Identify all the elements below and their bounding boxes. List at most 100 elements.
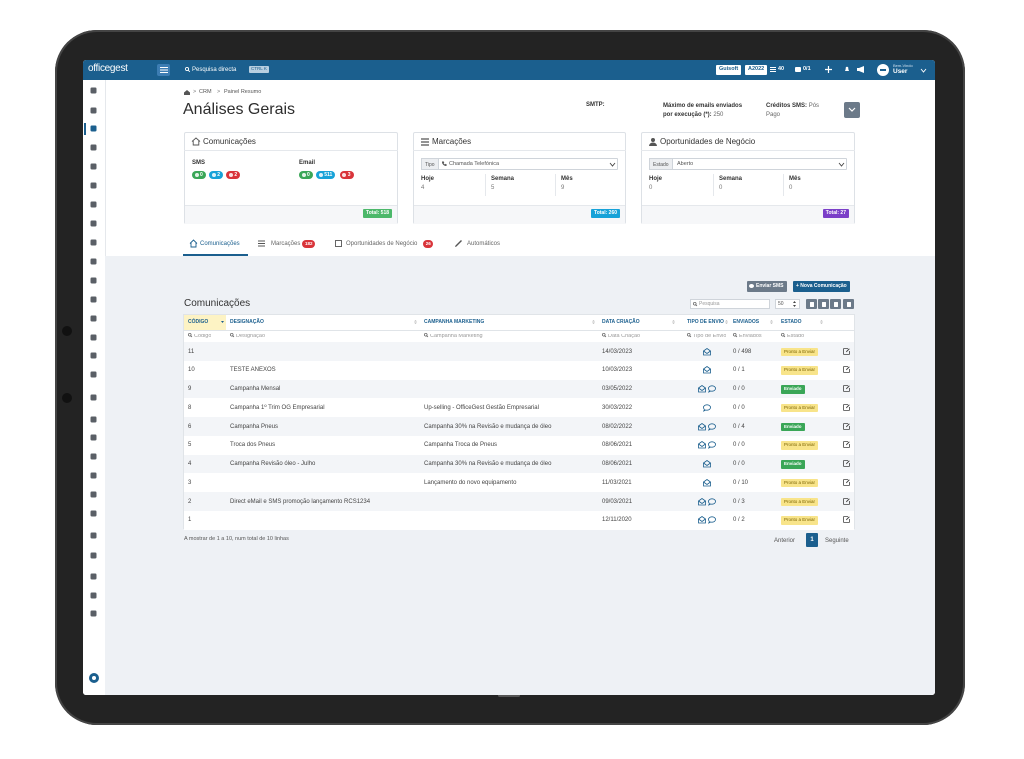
search-input[interactable]: Pesquisa directa xyxy=(192,67,237,73)
edit-icon[interactable] xyxy=(843,497,850,505)
sidebar-nav-icon[interactable] xyxy=(90,277,97,284)
sort-icon[interactable] xyxy=(672,320,675,324)
tab[interactable]: Marcações xyxy=(271,241,301,247)
column-header[interactable]: TIPO DE ENVIO xyxy=(687,318,724,325)
sidebar-nav-icon[interactable] xyxy=(90,371,97,378)
messages-icon[interactable] xyxy=(795,67,801,72)
table-row[interactable] xyxy=(184,360,854,380)
sidebar-nav-icon[interactable] xyxy=(90,532,97,539)
sidebar-nav-icon[interactable] xyxy=(90,125,97,132)
edit-icon[interactable] xyxy=(843,403,850,411)
sort-icon[interactable] xyxy=(414,320,417,324)
notifications-icon[interactable] xyxy=(844,66,850,73)
column-header[interactable]: CÓDIGO xyxy=(188,318,209,325)
tab[interactable]: Automáticos xyxy=(467,241,501,247)
table-row[interactable] xyxy=(184,398,854,417)
breadcrumb-item[interactable]: CRM xyxy=(199,89,212,95)
table-row[interactable] xyxy=(184,492,854,511)
collapse-icon[interactable] xyxy=(848,107,856,112)
sidebar-nav-icon[interactable] xyxy=(90,491,97,498)
sidebar-nav-icon[interactable] xyxy=(90,453,97,460)
new-communication-button[interactable]: + Nova Comunicação xyxy=(793,281,850,292)
column-filter[interactable]: Tipo de Envio xyxy=(693,333,727,339)
user-dropdown[interactable] xyxy=(920,68,927,73)
edit-icon[interactable] xyxy=(843,385,850,392)
megaphone-icon[interactable] xyxy=(857,66,865,73)
edit-icon[interactable] xyxy=(843,441,850,449)
tab-icon[interactable] xyxy=(335,240,342,247)
column-filter[interactable]: Campanha Marketing xyxy=(430,333,483,339)
sort-icon[interactable] xyxy=(221,320,224,324)
edit-icon[interactable] xyxy=(843,478,850,486)
year-button[interactable]: A2022 xyxy=(745,65,768,75)
edit-icon[interactable] xyxy=(843,422,850,430)
add-icon[interactable] xyxy=(825,66,832,73)
help-icon[interactable] xyxy=(89,673,99,683)
tab[interactable]: Oportunidades de Negócio xyxy=(346,241,418,247)
column-header[interactable]: DATA CRIAÇÃO xyxy=(602,318,640,325)
column-filter[interactable]: Designação xyxy=(236,333,266,339)
table-row[interactable] xyxy=(184,435,854,455)
sidebar-nav-icon[interactable] xyxy=(90,472,97,479)
badge-icon xyxy=(318,173,323,177)
sidebar-nav-icon[interactable] xyxy=(90,107,97,114)
column-header[interactable]: CAMPANHA MARKETING xyxy=(424,318,485,325)
sidebar-nav-icon[interactable] xyxy=(90,510,97,517)
sidebar-nav-icon[interactable] xyxy=(90,416,97,423)
edit-icon[interactable] xyxy=(843,460,850,467)
table-row[interactable] xyxy=(184,379,854,399)
sort-icon[interactable] xyxy=(592,320,595,324)
sidebar-nav-icon[interactable] xyxy=(90,334,97,341)
column-header[interactable]: ENVIADOS xyxy=(733,318,760,325)
column-filter[interactable]: Data Criação xyxy=(608,333,641,339)
search-box[interactable] xyxy=(690,299,770,309)
company-button[interactable]: Guisoft xyxy=(716,65,742,75)
pagination-page[interactable]: 1 xyxy=(806,533,818,547)
edit-icon[interactable] xyxy=(843,366,850,374)
sidebar-nav-icon[interactable] xyxy=(90,592,97,599)
column-filter[interactable]: Estado xyxy=(787,333,805,339)
sort-icon[interactable] xyxy=(820,320,823,324)
sidebar-nav-icon[interactable] xyxy=(90,182,97,189)
avatar[interactable] xyxy=(877,64,889,76)
sidebar-nav-icon[interactable] xyxy=(90,296,97,303)
send-sms-button[interactable]: Enviar SMS xyxy=(747,281,787,292)
column-filter[interactable]: Código xyxy=(194,333,212,339)
sidebar-nav-icon[interactable] xyxy=(90,610,97,617)
table-row[interactable] xyxy=(184,473,854,492)
sort-icon[interactable] xyxy=(725,320,728,324)
pagination-next[interactable]: Seguinte xyxy=(825,538,849,544)
home-icon[interactable] xyxy=(184,90,190,95)
sidebar-nav-icon[interactable] xyxy=(90,144,97,151)
sidebar-nav-icon[interactable] xyxy=(90,573,97,580)
pagination-previous[interactable]: Anterior xyxy=(774,538,796,544)
column-filter[interactable]: Enviados xyxy=(739,333,762,339)
sidebar-nav-icon[interactable] xyxy=(90,239,97,246)
tab[interactable]: Comunicações xyxy=(200,241,240,247)
sidebar-nav-icon[interactable] xyxy=(90,352,97,359)
page-size-select[interactable] xyxy=(775,299,800,309)
column-header[interactable]: ESTADO xyxy=(781,318,802,325)
sidebar-nav-icon[interactable] xyxy=(90,315,97,322)
sidebar-nav-icon[interactable] xyxy=(90,87,97,94)
column-header[interactable]: DESIGNAÇÃO xyxy=(230,318,264,325)
sidebar-nav-icon[interactable] xyxy=(90,163,97,170)
tab-icon[interactable] xyxy=(258,240,265,247)
tasks-icon[interactable] xyxy=(770,67,776,72)
sidebar-nav-icon[interactable] xyxy=(90,434,97,441)
table-row[interactable] xyxy=(184,417,854,436)
collapse-button[interactable] xyxy=(844,102,860,118)
table-row[interactable] xyxy=(184,454,854,474)
sort-icon[interactable] xyxy=(770,320,773,324)
edit-icon[interactable] xyxy=(843,516,850,524)
table-row[interactable] xyxy=(184,510,854,530)
sidebar-nav-icon[interactable] xyxy=(90,552,97,559)
tab-icon[interactable] xyxy=(189,239,198,248)
sidebar-nav-icon[interactable] xyxy=(90,220,97,227)
tab-icon[interactable] xyxy=(455,240,462,247)
sidebar-nav-icon[interactable] xyxy=(90,201,97,208)
sidebar-nav-icon[interactable] xyxy=(90,394,97,401)
table-row[interactable] xyxy=(184,342,854,361)
sidebar-nav-icon[interactable] xyxy=(90,258,97,265)
edit-icon[interactable] xyxy=(843,347,850,355)
